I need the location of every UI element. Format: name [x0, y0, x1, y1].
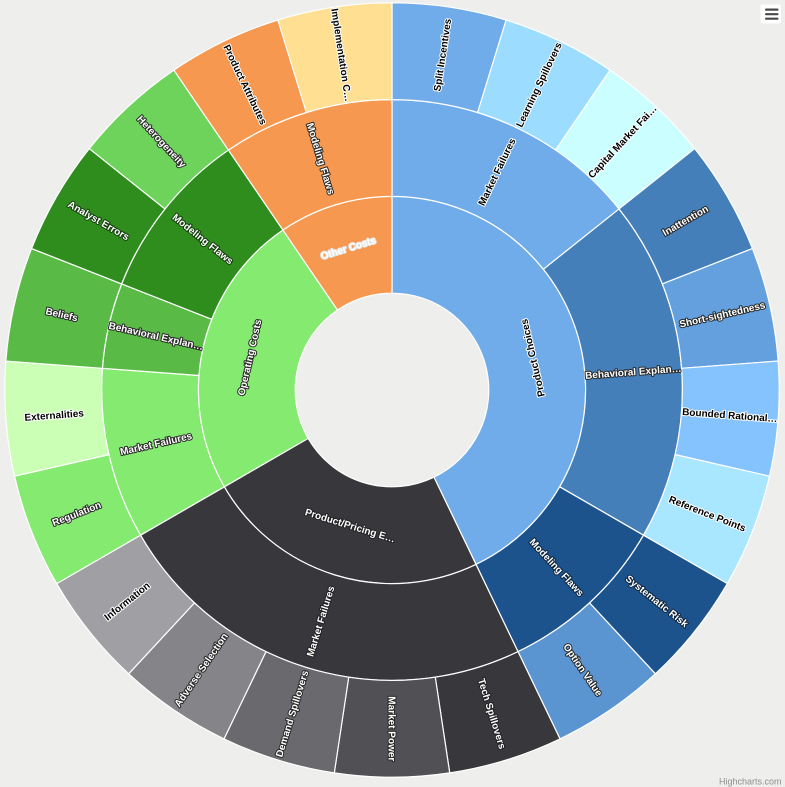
- svg-text:Market Power: Market Power: [386, 696, 397, 761]
- svg-text:Highcharts.com: Highcharts.com: [719, 777, 782, 787]
